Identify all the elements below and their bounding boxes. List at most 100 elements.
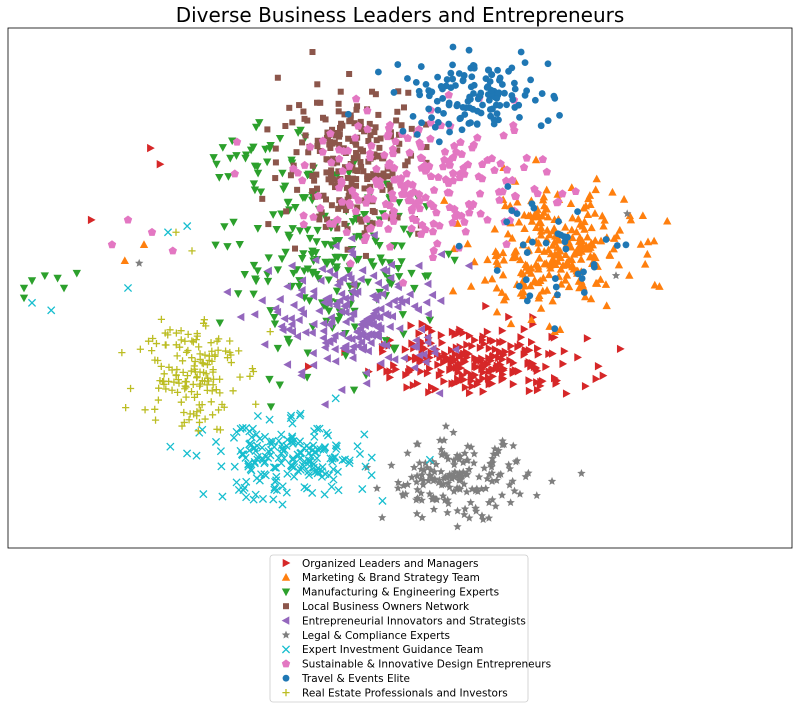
data-point <box>520 224 529 232</box>
data-point <box>469 62 477 69</box>
data-point <box>440 377 449 386</box>
series-7-points <box>107 90 580 287</box>
data-point <box>516 340 525 349</box>
data-point <box>397 298 406 307</box>
data-point <box>241 151 251 160</box>
data-point <box>306 142 315 151</box>
data-point <box>558 189 567 198</box>
data-point <box>596 275 605 283</box>
data-point <box>440 196 449 204</box>
data-point <box>327 158 336 167</box>
data-point <box>429 493 438 501</box>
data-point <box>592 374 601 384</box>
data-point <box>356 216 363 223</box>
data-point <box>288 455 297 464</box>
data-point <box>360 168 367 175</box>
data-point <box>361 230 368 237</box>
data-point <box>205 377 213 385</box>
data-point <box>574 208 581 216</box>
data-point <box>193 329 201 338</box>
data-point <box>446 128 453 136</box>
data-point <box>417 63 425 70</box>
data-point <box>341 317 350 327</box>
data-point <box>454 368 463 377</box>
data-point <box>462 470 472 479</box>
data-point <box>325 471 334 480</box>
data-point <box>335 108 342 115</box>
data-point <box>412 336 420 345</box>
data-point <box>394 199 404 207</box>
data-point <box>407 204 417 213</box>
data-point <box>274 436 283 445</box>
data-point <box>556 111 563 119</box>
data-point <box>234 290 243 298</box>
data-point <box>482 301 490 311</box>
data-point <box>625 211 635 220</box>
data-point <box>59 284 69 293</box>
data-point <box>361 232 371 241</box>
data-point <box>221 347 230 355</box>
data-point <box>354 167 361 174</box>
data-point <box>262 158 272 167</box>
data-point <box>528 238 536 246</box>
data-point <box>550 333 559 342</box>
data-point <box>424 309 432 319</box>
data-point <box>376 152 383 159</box>
data-point <box>465 208 474 217</box>
data-point <box>407 224 416 233</box>
data-point <box>366 338 375 347</box>
data-point <box>365 224 375 233</box>
data-point <box>19 284 29 293</box>
data-point <box>561 275 570 284</box>
data-point <box>287 156 296 165</box>
data-point <box>264 266 272 275</box>
data-point <box>353 326 362 336</box>
data-point <box>316 203 325 212</box>
data-point <box>320 240 330 249</box>
data-point <box>179 368 187 377</box>
data-point <box>372 164 381 173</box>
data-point <box>478 160 487 168</box>
data-point <box>188 337 196 345</box>
data-point <box>494 66 501 74</box>
data-point <box>576 255 586 263</box>
data-point <box>269 463 278 472</box>
data-point <box>544 60 552 68</box>
data-point <box>483 327 492 336</box>
data-point <box>371 128 378 135</box>
data-point <box>173 388 182 396</box>
data-point <box>568 233 577 242</box>
data-point <box>542 167 552 176</box>
data-point <box>425 105 433 113</box>
data-point <box>390 355 399 364</box>
data-point <box>513 197 522 206</box>
data-point <box>508 233 517 242</box>
data-point <box>480 463 489 472</box>
data-point <box>347 234 356 243</box>
data-point <box>393 302 402 312</box>
data-point <box>402 162 409 169</box>
data-point <box>300 483 309 492</box>
data-point <box>460 356 468 365</box>
data-point <box>441 349 449 359</box>
data-point <box>477 89 485 97</box>
data-point <box>450 256 459 265</box>
data-point <box>553 376 562 385</box>
data-point <box>539 273 548 282</box>
data-point <box>351 120 358 127</box>
data-point <box>586 294 596 303</box>
data-point <box>324 337 332 346</box>
data-point <box>412 477 421 486</box>
data-point <box>357 337 366 347</box>
data-point <box>250 162 260 171</box>
data-point <box>334 145 344 154</box>
data-point <box>615 225 625 234</box>
data-point <box>518 291 528 300</box>
data-point <box>445 99 453 107</box>
data-point <box>580 289 588 296</box>
data-point <box>463 160 473 169</box>
data-point <box>335 296 344 305</box>
data-point <box>275 134 285 143</box>
data-point <box>453 100 461 108</box>
data-point <box>354 195 363 204</box>
